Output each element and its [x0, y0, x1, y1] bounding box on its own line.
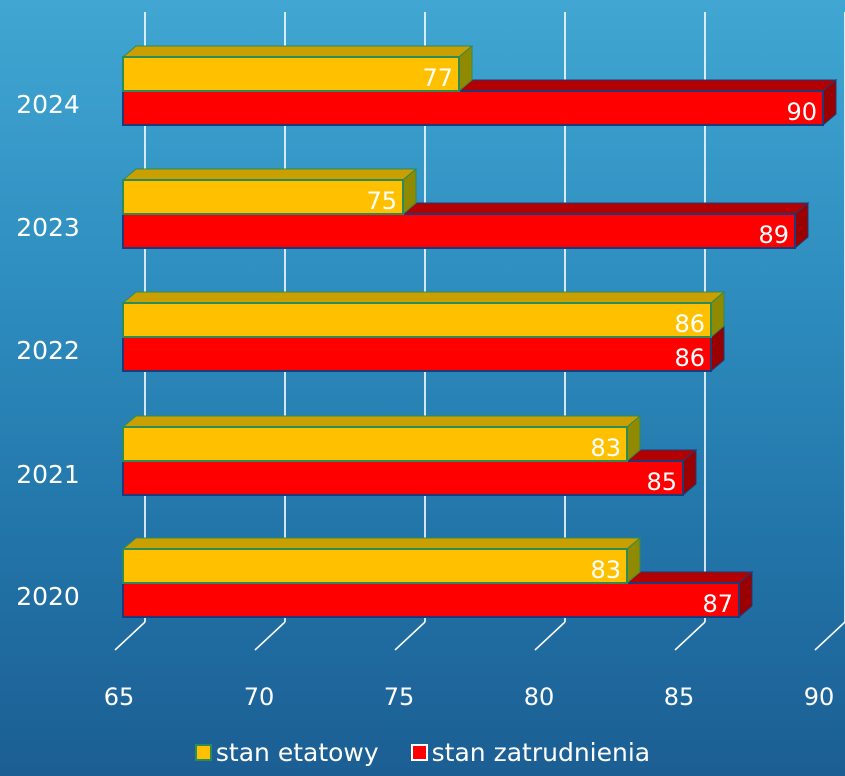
legend-swatch-stan-etatowy — [194, 744, 212, 761]
bar-top-stan-etatowy-2023 — [121, 168, 418, 181]
data-label-stan-etatowy-2020: 83 — [590, 556, 621, 584]
category-label-2021: 2021 — [16, 460, 80, 489]
bar-stan-etatowy-2021 — [122, 426, 628, 462]
data-label-stan-zatrudnienia-2020: 87 — [702, 590, 733, 618]
legend-swatch-stan-zatrudnienia — [410, 744, 428, 761]
bar-stan-etatowy-2023 — [122, 179, 404, 215]
x-tick-label-80: 80 — [524, 683, 555, 711]
bar-stan-etatowy-2020 — [122, 548, 628, 584]
legend-label-stan-zatrudnienia: stan zatrudnienia — [431, 738, 651, 767]
x-tick-label-90: 90 — [804, 683, 835, 711]
chart-legend: stan etatowy stan zatrudnienia — [0, 738, 845, 767]
floor-tick-90 — [814, 621, 845, 651]
bar-stan-etatowy-2024 — [122, 56, 460, 92]
data-label-stan-zatrudnienia-2022: 86 — [674, 344, 705, 372]
data-label-stan-etatowy-2022: 86 — [674, 310, 705, 338]
bar-stan-zatrudnienia-2023 — [122, 213, 796, 249]
bar-top-stan-etatowy-2021 — [121, 415, 642, 428]
bar-stan-zatrudnienia-2024 — [122, 90, 824, 126]
data-label-stan-zatrudnienia-2023: 89 — [758, 221, 789, 249]
bar-top-stan-etatowy-2020 — [121, 537, 642, 550]
bar-stan-etatowy-2022 — [122, 302, 712, 338]
x-tick-label-85: 85 — [664, 683, 695, 711]
x-tick-label-65: 65 — [104, 683, 135, 711]
category-label-2023: 2023 — [16, 213, 80, 242]
bar-stan-zatrudnienia-2021 — [122, 460, 684, 496]
bar-stan-zatrudnienia-2022 — [122, 336, 712, 372]
category-label-2024: 2024 — [16, 90, 80, 119]
data-label-stan-zatrudnienia-2021: 85 — [646, 468, 677, 496]
category-label-2020: 2020 — [16, 582, 80, 611]
bar-top-stan-etatowy-2022 — [121, 291, 726, 304]
data-label-stan-etatowy-2023: 75 — [366, 187, 397, 215]
bar-top-stan-etatowy-2024 — [121, 45, 474, 58]
legend-item-stan-zatrudnienia: stan zatrudnienia — [410, 738, 651, 767]
floor-tick-65 — [114, 621, 146, 651]
bar-chart: 65 70 75 80 85 90 2024 77 90 2023 75 89 2022 86 86 2021… — [16, 44, 845, 711]
legend-item-stan-etatowy: stan etatowy — [194, 738, 379, 767]
x-tick-label-75: 75 — [384, 683, 415, 711]
data-label-stan-zatrudnienia-2024: 90 — [786, 98, 817, 126]
legend-label-stan-etatowy: stan etatowy — [215, 738, 379, 767]
floor-tick-80 — [534, 621, 566, 651]
floor-tick-85 — [674, 621, 706, 651]
bar-stan-zatrudnienia-2020 — [122, 582, 740, 618]
category-label-2022: 2022 — [16, 336, 80, 365]
floor-tick-75 — [394, 621, 426, 651]
data-label-stan-etatowy-2021: 83 — [590, 434, 621, 462]
data-label-stan-etatowy-2024: 77 — [422, 64, 453, 92]
floor-tick-70 — [254, 621, 286, 651]
x-tick-label-70: 70 — [244, 683, 275, 711]
